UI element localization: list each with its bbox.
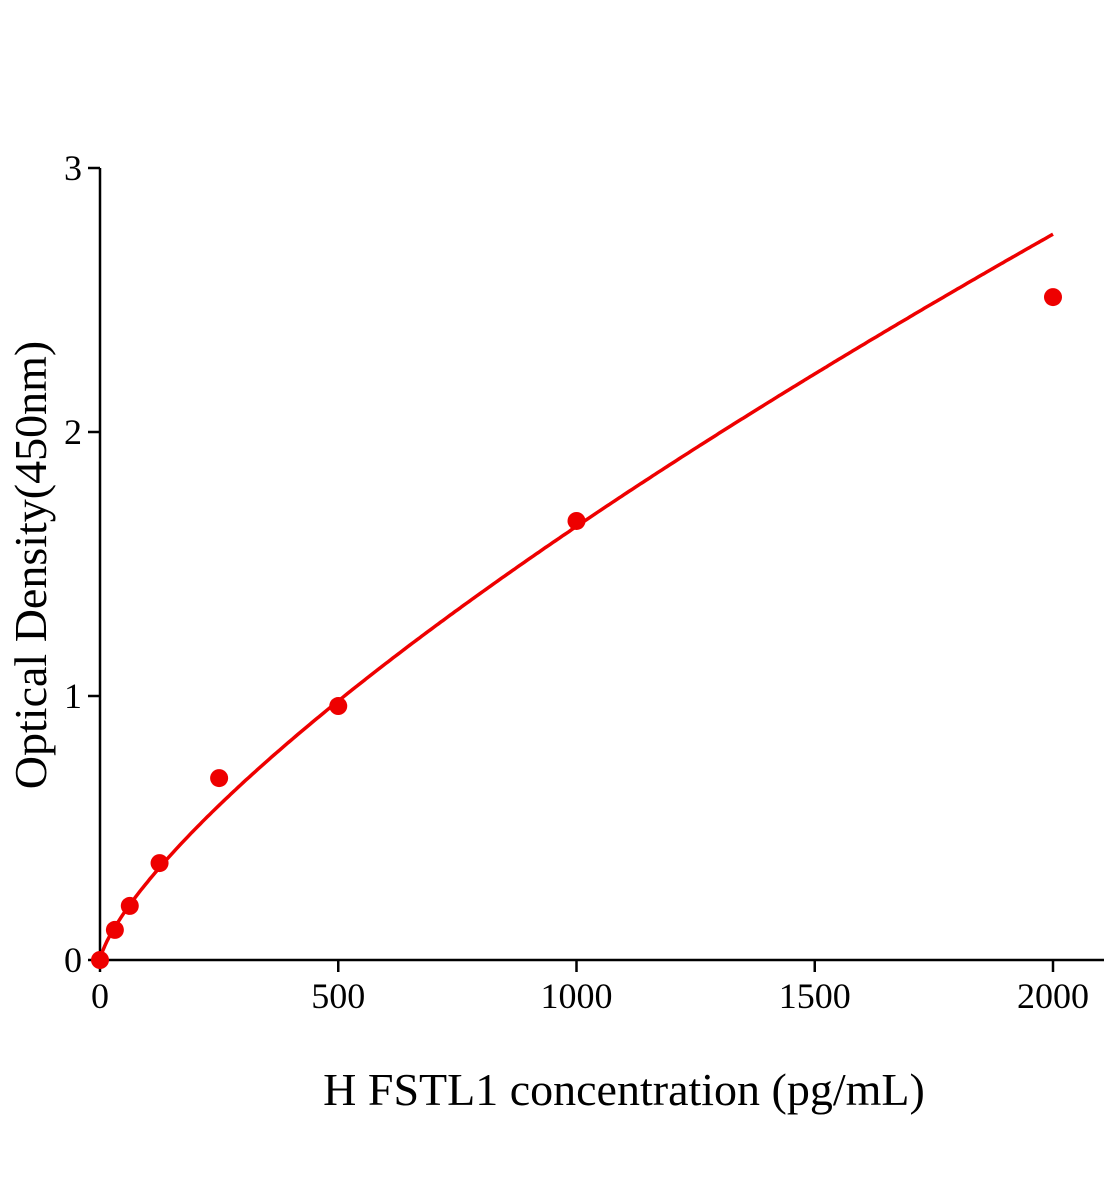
x-tick-label: 2000 [1017, 976, 1089, 1016]
fit-curve [98, 232, 1054, 961]
x-tick-label: 1000 [541, 976, 613, 1016]
x-axis-title: H FSTL1 concentration (pg/mL) [323, 1064, 925, 1115]
x-tick-label: 0 [91, 976, 109, 1016]
y-tick-label: 2 [64, 412, 82, 452]
y-tick-label: 3 [64, 148, 82, 188]
y-tick-label: 1 [64, 676, 82, 716]
data-point [567, 511, 586, 530]
data-point [150, 854, 169, 873]
axes: 0 500 1000 1500 2000 0 1 2 3 [64, 148, 1104, 1016]
data-point [210, 769, 229, 788]
y-tick-label: 0 [64, 940, 82, 980]
data-point [105, 920, 124, 939]
y-axis-title: Optical Density(450nm) [5, 341, 56, 789]
data-points [91, 288, 1062, 969]
data-point [329, 697, 348, 716]
x-tick-label: 1500 [779, 976, 851, 1016]
fit-curve-layer [98, 232, 1054, 961]
data-point [1044, 288, 1062, 307]
data-point [120, 896, 139, 915]
x-tick-label: 500 [311, 976, 365, 1016]
data-point [91, 951, 109, 969]
